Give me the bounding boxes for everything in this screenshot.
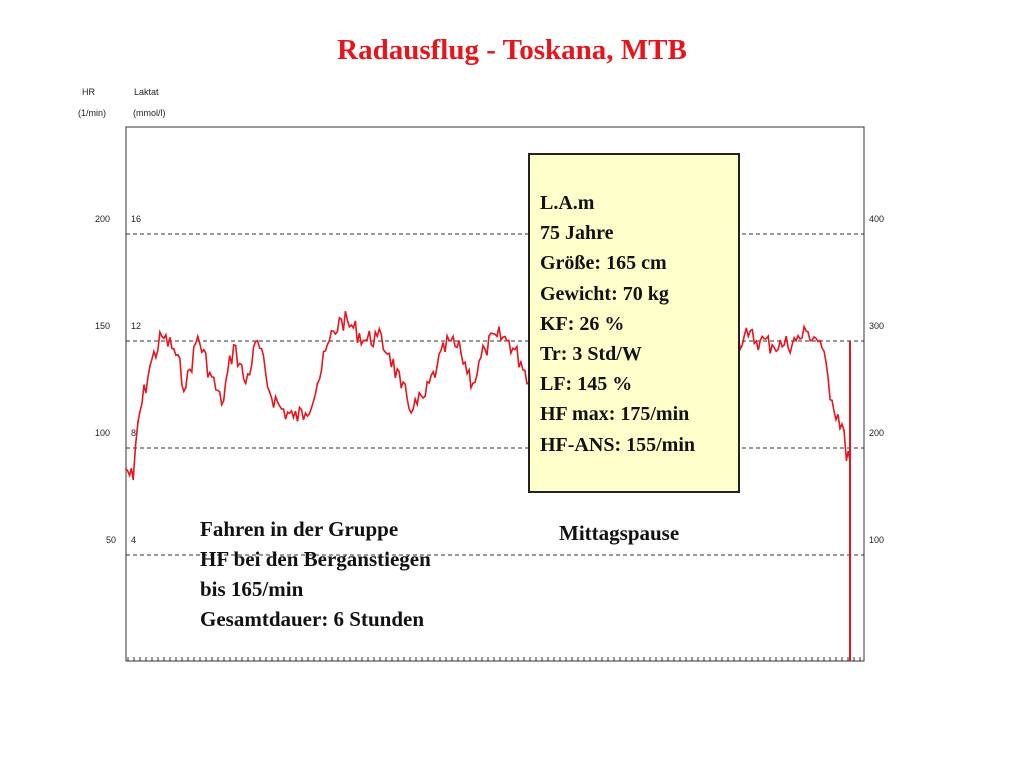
lactate-tick-16: 16 [131, 214, 141, 224]
group-annotation-line: Gesamtdauer: 6 Stunden [200, 607, 425, 631]
hr-tick-150: 150 [95, 321, 110, 331]
lactate-tick-12: 12 [131, 321, 141, 331]
info-line-lf: LF: 145 % [540, 373, 633, 396]
heart-rate-point [819, 339, 821, 342]
hr-tick-100: 100 [95, 428, 110, 438]
heart-rate-point [783, 344, 786, 346]
heart-rate-point [173, 348, 175, 350]
group-annotation: Fahren in der Gruppe HF bei den Berganst… [200, 514, 431, 634]
right-tick-100: 100 [869, 535, 884, 545]
heart-rate-point [388, 352, 391, 355]
heart-rate-point [268, 391, 271, 393]
athlete-info-box: L.A.m 75 Jahre Größe: 165 cm Gewicht: 70… [528, 153, 740, 493]
heart-rate-point [364, 339, 367, 342]
heart-rate-point [496, 335, 498, 338]
heart-rate-point [484, 348, 486, 350]
heart-rate-point [795, 339, 797, 342]
info-line-name: L.A.m [540, 192, 595, 214]
heart-rate-point [831, 399, 833, 402]
info-line-training: Tr: 3 Std/W [540, 343, 642, 366]
group-annotation-line: bis 165/min [200, 577, 304, 601]
gridlines [126, 233, 864, 556]
lactate-tick-4: 4 [131, 535, 136, 545]
hr-axis-unit: (1/min) [78, 108, 106, 118]
right-tick-400: 400 [869, 214, 884, 224]
heart-rate-point [196, 335, 199, 338]
info-line-hfans: HF-ANS: 155/min [540, 433, 695, 456]
heart-rate-point [316, 382, 319, 385]
heart-rate-point [771, 344, 774, 346]
hr-tick-200: 200 [95, 214, 110, 224]
heart-rate-point [747, 335, 750, 338]
heart-rate-point [304, 412, 307, 415]
right-tick-200: 200 [869, 428, 884, 438]
heart-rate-point [149, 365, 151, 368]
info-line-age: 75 Jahre [540, 222, 614, 245]
info-line-height: Größe: 165 cm [540, 252, 667, 275]
heart-rate-point [436, 365, 438, 368]
heart-rate-point [472, 382, 474, 385]
plot-frame [125, 126, 865, 662]
heart-rate-point [845, 459, 848, 462]
heart-rate-point [843, 429, 845, 432]
heart-rate-point [759, 339, 762, 342]
heart-rate-point [352, 326, 355, 329]
page-title: Radausflug - Toskana, MTB [337, 34, 687, 66]
heart-rate-point [132, 478, 135, 481]
heart-rate-point [161, 335, 163, 338]
heart-rate-point [328, 339, 331, 342]
group-annotation-line: HF bei den Berganstiegen [200, 547, 431, 571]
right-tick-300: 300 [869, 321, 884, 331]
hr-axis-label: HR [82, 87, 95, 97]
lactate-tick-8: 8 [131, 428, 136, 438]
heart-rate-point [376, 335, 379, 338]
heart-rate-point [208, 371, 211, 374]
info-line-hfmax: HF max: 175/min [540, 403, 690, 426]
hr-tick-50: 50 [106, 535, 116, 545]
info-line-kf: KF: 26 % [540, 312, 625, 335]
heart-rate-point [807, 331, 809, 333]
heart-rate-point [448, 339, 450, 342]
lactate-axis-unit: (mmol/l) [133, 108, 166, 118]
heart-rate-point [508, 339, 510, 342]
lactate-axis-label: Laktat [134, 87, 159, 97]
heart-rate-point [232, 344, 235, 346]
heart-rate-point [184, 386, 187, 389]
heart-rate-point [280, 408, 283, 410]
lunch-break-label: Mittagspause [559, 521, 680, 545]
heart-rate-point [424, 395, 427, 397]
heart-rate-point [137, 420, 139, 423]
heart-rate-point [460, 352, 462, 355]
heart-rate-point [292, 416, 295, 419]
heart-rate-point [412, 408, 415, 410]
heart-rate-point [400, 386, 403, 389]
info-line-weight: Gewicht: 70 kg [540, 282, 669, 305]
group-annotation-line: Fahren in der Gruppe [200, 517, 399, 541]
heart-rate-point [125, 467, 127, 470]
heart-rate-point [244, 382, 247, 385]
heart-rate-point [340, 318, 343, 321]
time-axis-ticks [127, 657, 861, 661]
heart-rate-point [220, 403, 223, 406]
heart-rate-point [256, 339, 259, 342]
heart-rate-point [520, 361, 522, 363]
